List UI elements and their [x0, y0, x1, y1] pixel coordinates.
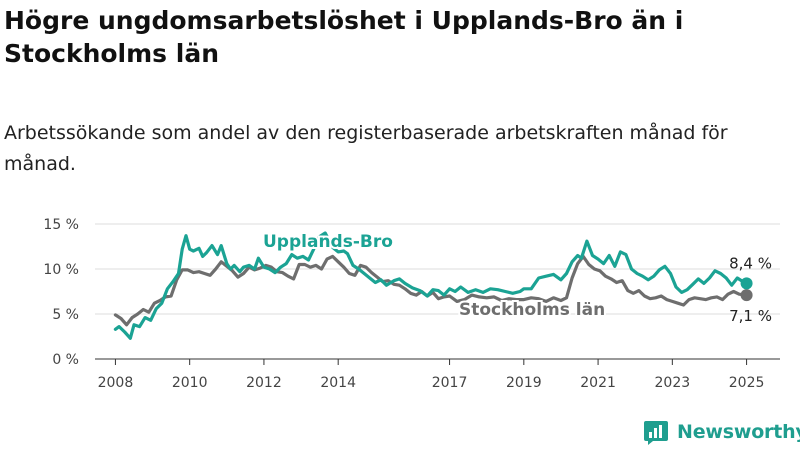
- x-tick-label: 2023: [655, 375, 691, 391]
- x-tick-label: 2021: [580, 375, 616, 391]
- brand-logo: Newsworthy: [643, 418, 800, 446]
- x-tick-label: 2019: [506, 375, 542, 391]
- x-tick-label: 2025: [729, 375, 765, 391]
- y-tick-label: 10 %: [43, 262, 79, 278]
- series-end-point: [740, 277, 753, 290]
- chart-subtitle: Arbetssökande som andel av den registerb…: [4, 122, 728, 175]
- x-tick-label: 2012: [246, 375, 282, 391]
- series-label: Stockholms län: [459, 300, 605, 320]
- y-tick-label: 15 %: [43, 217, 79, 233]
- newsworthy-logo-icon: [644, 421, 668, 445]
- end-value-label: 8,4 %: [729, 254, 772, 272]
- brand-name: Newsworthy: [677, 421, 800, 443]
- y-tick-label: 5 %: [52, 307, 79, 323]
- chart-title: Högre ungdomsarbetslöshet i Upplands-Bro…: [4, 6, 684, 68]
- y-tick-label: 0 %: [52, 352, 79, 368]
- x-tick-label: 2008: [98, 375, 134, 391]
- x-tick-label: 2010: [172, 375, 208, 391]
- series-end-point: [740, 289, 753, 302]
- x-tick-label: 2017: [432, 375, 468, 391]
- series-line: [113, 254, 749, 327]
- series-line: [113, 231, 749, 340]
- series-label: Upplands-Bro: [263, 232, 393, 252]
- end-value-label: 7,1 %: [729, 307, 772, 325]
- x-tick-label: 2014: [320, 375, 356, 391]
